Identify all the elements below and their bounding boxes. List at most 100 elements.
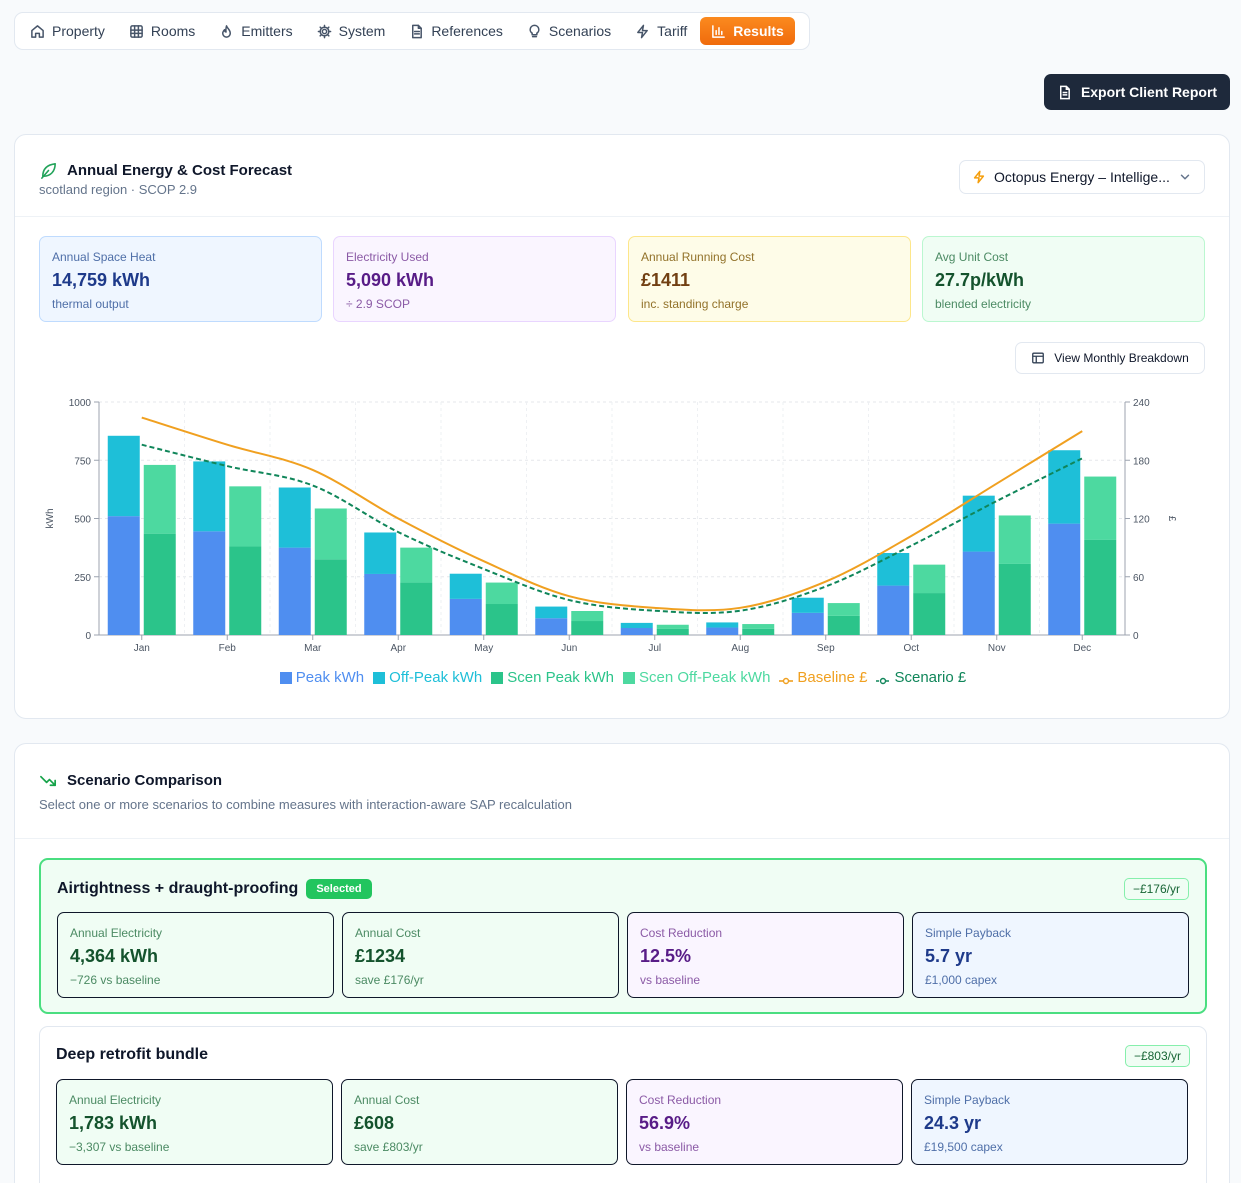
- forecast-title-row: Annual Energy & Cost Forecast: [39, 161, 292, 180]
- metric-label: Annual Cost: [354, 1093, 420, 1107]
- tab-label: System: [338, 23, 386, 39]
- saving-badge: −£176/yr: [1123, 878, 1189, 900]
- tab-rooms[interactable]: Rooms: [118, 17, 206, 45]
- tab-system[interactable]: System: [306, 17, 397, 45]
- metric-label: Simple Payback: [925, 926, 1012, 940]
- x-tick-label: Dec: [1073, 643, 1091, 654]
- export-report-button[interactable]: Export Client Report: [1044, 74, 1230, 110]
- legend-label: Peak kWh: [295, 669, 365, 686]
- metric-label: Cost Reduction: [640, 926, 723, 940]
- tab-label: Rooms: [150, 23, 196, 39]
- metric-cost-reduction: Cost Reduction 12.5% vs baseline: [627, 912, 904, 998]
- metric-sub: save £803/yr: [354, 1140, 423, 1154]
- scenario-name: Airtightness + draught-proofing: [57, 880, 299, 897]
- x-tick-label: May: [474, 643, 493, 654]
- legend-item[interactable]: Peak kWh: [279, 669, 365, 686]
- y2-tick-label: 120: [1133, 515, 1150, 526]
- energy-cost-chart: 0 250 500 750 1000 0 60 120 180 240 kWh £ Jan Feb Mar A…: [45, 398, 1177, 654]
- x-tick-label: Mar: [304, 643, 322, 654]
- tab-emitters[interactable]: Emitters: [208, 17, 303, 45]
- tab-results[interactable]: Results: [700, 17, 795, 45]
- legend-item[interactable]: Off-Peak kWh: [373, 669, 482, 686]
- bar-scen-off-peak-kwh: [143, 464, 176, 534]
- stat-label: Electricity Used: [346, 250, 429, 264]
- y2-tick-label: 240: [1133, 398, 1150, 409]
- bar-scen-off-peak-kwh: [1084, 476, 1117, 540]
- bar-scen-off-peak-kwh: [229, 486, 262, 547]
- bar-off-peak-kwh: [278, 487, 311, 548]
- tab-label: Property: [52, 23, 105, 39]
- bar-scen-peak-kwh: [827, 615, 860, 635]
- selected-badge: Selected: [306, 879, 372, 899]
- scenario-name-row: Airtightness + draught-proofing Selected: [57, 879, 372, 899]
- legend-label: Scen Peak kWh: [507, 669, 614, 686]
- legend-item[interactable]: Scen Peak kWh: [491, 669, 614, 686]
- bar-peak-kwh: [278, 547, 311, 635]
- metric-annual-electricity: Annual Electricity 4,364 kWh −726 vs bas…: [57, 912, 334, 998]
- chevron-down-icon: [1180, 174, 1190, 180]
- tab-property[interactable]: Property: [19, 17, 116, 45]
- grid-icon: [130, 24, 143, 38]
- metric-label: Cost Reduction: [639, 1093, 722, 1107]
- bar-scen-peak-kwh: [998, 563, 1031, 635]
- stat-value: 27.7p/kWh: [935, 270, 1025, 290]
- tab-references[interactable]: References: [398, 17, 514, 45]
- bar-peak-kwh: [449, 598, 482, 635]
- tariff-select[interactable]: Octopus Energy – Intellige...: [959, 160, 1205, 194]
- bar-off-peak-kwh: [193, 461, 226, 532]
- legend-line-marker: [876, 673, 891, 684]
- tab-label: Tariff: [657, 23, 688, 39]
- bar-scen-peak-kwh: [485, 604, 518, 635]
- metric-cost-reduction: Cost Reduction 56.9% vs baseline: [626, 1079, 903, 1165]
- bar-peak-kwh: [107, 516, 140, 635]
- scenario-comparison-card: Scenario Comparison Select one or more s…: [14, 743, 1230, 1183]
- stat-electricity-used: Electricity Used 5,090 kWh ÷ 2.9 SCOP: [333, 236, 616, 322]
- x-tick-label: Jun: [561, 643, 577, 654]
- bar-chart-icon: [712, 24, 726, 38]
- bar-off-peak-kwh: [107, 435, 140, 517]
- divider: [15, 838, 1229, 839]
- scenario-card-deep-retrofit[interactable]: Deep retrofit bundle −£803/yr Annual Ele…: [39, 1026, 1207, 1183]
- legend-item[interactable]: Scenario £: [876, 669, 966, 686]
- metric-sub: vs baseline: [639, 1140, 700, 1154]
- legend-label: Off-Peak kWh: [389, 669, 483, 686]
- bar-scen-peak-kwh: [1084, 539, 1117, 635]
- metric-annual-cost: Annual Cost £608 save £803/yr: [341, 1079, 618, 1165]
- bar-scen-off-peak-kwh: [913, 564, 946, 594]
- scenario-name: Deep retrofit bundle: [56, 1046, 209, 1063]
- metric-value: 1,783 kWh: [69, 1113, 158, 1133]
- legend-item[interactable]: Baseline £: [779, 669, 867, 686]
- document-icon: [412, 24, 423, 38]
- x-tick-label: Feb: [219, 643, 237, 654]
- bar-scen-peak-kwh: [229, 546, 262, 635]
- x-tick-label: Oct: [903, 643, 919, 654]
- y-tick-label: 500: [74, 515, 91, 526]
- tab-tariff[interactable]: Tariff: [624, 17, 698, 45]
- metric-annual-electricity: Annual Electricity 1,783 kWh −3,307 vs b…: [56, 1079, 333, 1165]
- bar-scen-peak-kwh: [656, 628, 689, 635]
- metric-value: 5.7 yr: [925, 946, 973, 966]
- scenario-name-row: Deep retrofit bundle: [56, 1046, 208, 1064]
- bar-scen-off-peak-kwh: [827, 603, 860, 616]
- y-tick-label: 250: [74, 573, 91, 584]
- comparison-subtitle: Select one or more scenarios to combine …: [39, 797, 573, 812]
- lightbulb-icon: [529, 24, 540, 37]
- forecast-title: Annual Energy & Cost Forecast: [67, 162, 293, 179]
- metric-label: Annual Electricity: [69, 1093, 162, 1107]
- bar-off-peak-kwh: [877, 552, 910, 586]
- metric-sub: −3,307 vs baseline: [69, 1140, 170, 1154]
- metric-value: 56.9%: [639, 1113, 691, 1133]
- scenario-card-airtightness[interactable]: Airtightness + draught-proofing Selected…: [39, 858, 1207, 1014]
- view-monthly-breakdown-button[interactable]: View Monthly Breakdown: [1015, 342, 1205, 374]
- legend-item[interactable]: Scen Off-Peak kWh: [622, 669, 771, 686]
- comparison-title-row: Scenario Comparison: [39, 771, 222, 790]
- legend-label: Scen Off-Peak kWh: [638, 669, 771, 686]
- gear-icon: [317, 24, 331, 38]
- bar-scen-peak-kwh: [314, 559, 347, 635]
- tab-scenarios[interactable]: Scenarios: [516, 17, 622, 45]
- bar-scen-off-peak-kwh: [998, 515, 1031, 564]
- stat-sub: ÷ 2.9 SCOP: [346, 297, 410, 311]
- bar-peak-kwh: [877, 585, 910, 635]
- divider: [15, 216, 1229, 217]
- leaf-icon: [41, 163, 56, 179]
